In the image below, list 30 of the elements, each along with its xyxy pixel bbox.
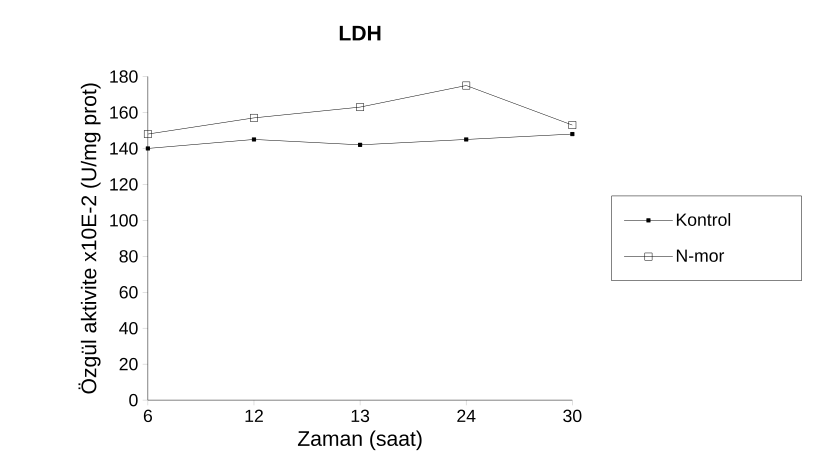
point [358, 142, 362, 147]
legend-label: Kontrol [676, 212, 730, 226]
point [250, 114, 258, 122]
x-tick-label: 24 [457, 410, 476, 422]
legend-label: N-mor [676, 250, 724, 262]
x-tick-label: 6 [144, 410, 152, 422]
x-axis-title: Zaman (saat) [298, 430, 422, 450]
y-tick-label: 40 [119, 322, 138, 334]
x-tick-label: 12 [246, 410, 263, 422]
y-axis-title: Özgül aktivite x10E-2 (U/mg prot) [78, 83, 101, 394]
y-tick-label: 140 [110, 142, 138, 155]
y-tick-label: 100 [110, 214, 138, 226]
x-tick-label: 30 [563, 410, 582, 422]
chart-title: LDH [340, 26, 380, 40]
y-tick-label: 60 [120, 286, 138, 298]
point [570, 132, 574, 136]
y-tick-label: 160 [110, 106, 138, 119]
y-tick-label: 0 [129, 394, 138, 406]
point [568, 121, 576, 129]
y-tick-label: 180 [110, 70, 138, 83]
point [356, 103, 364, 111]
y-tick-label: 120 [110, 178, 138, 190]
point [146, 146, 150, 150]
y-tick-label: 20 [120, 358, 138, 370]
point [464, 137, 468, 142]
point [462, 81, 470, 90]
point [144, 130, 152, 138]
y-tick-label: 80 [120, 250, 138, 262]
point [252, 137, 256, 142]
x-tick-label: 13 [352, 410, 370, 422]
